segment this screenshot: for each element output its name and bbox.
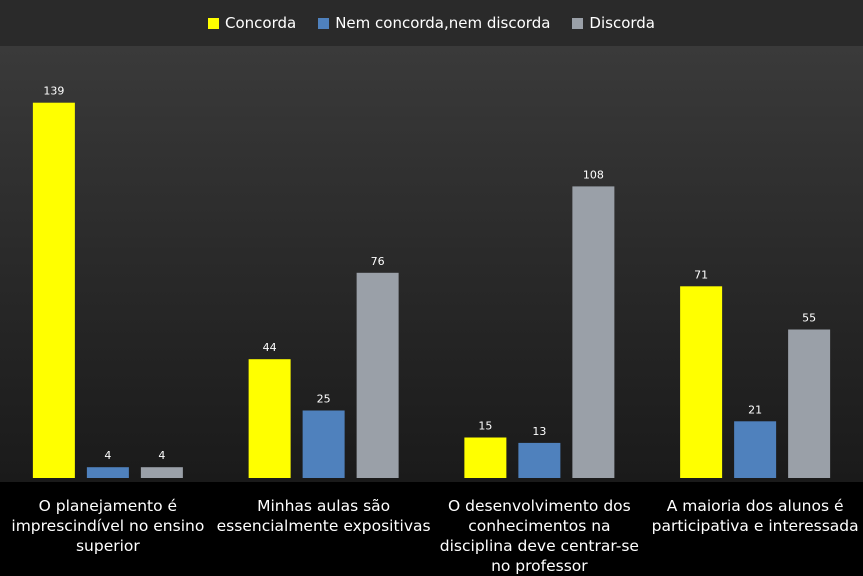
value-label-1-series-1: 139 xyxy=(43,85,64,98)
value-label-4-series-2: 21 xyxy=(748,403,762,416)
bar-1-series-2 xyxy=(86,467,129,478)
value-label-3-series-2: 13 xyxy=(532,425,546,438)
category-axis: O planejamento é imprescindível no ensin… xyxy=(0,482,863,575)
bar-4-series-3 xyxy=(788,329,831,478)
bar-1-series-1 xyxy=(32,102,75,478)
legend-item-concorda: Concorda xyxy=(207,14,297,32)
value-label-2-series-2: 25 xyxy=(317,393,331,406)
bar-2-series-2 xyxy=(302,410,345,478)
legend-item-discorda: Discorda xyxy=(572,14,655,32)
value-label-2-series-3: 76 xyxy=(371,255,385,268)
legend-swatch-discorda xyxy=(572,17,584,29)
value-label-4-series-1: 71 xyxy=(694,268,708,281)
value-label-1-series-2: 4 xyxy=(104,449,111,462)
value-label-1-series-3: 4 xyxy=(158,449,165,462)
category-label-2: Minhas aulas são essencialmente expositi… xyxy=(216,497,431,535)
bar-1-series-3 xyxy=(140,467,183,478)
category-label-1: O planejamento é imprescindível no ensin… xyxy=(11,497,205,555)
bar-3-series-1 xyxy=(464,437,507,478)
bar-2-series-3 xyxy=(356,272,399,478)
legend-label-concorda: Concorda xyxy=(224,14,297,32)
legend-swatch-concorda xyxy=(207,17,219,29)
legend-label-nem-concorda: Nem concorda,nem discorda xyxy=(335,14,551,32)
legend-item-nem-concorda: Nem concorda,nem discorda xyxy=(318,14,550,32)
plot-area: 139 4 4 44 25 76 15 13 108 71 21 55 xyxy=(0,46,863,482)
value-label-3-series-3: 108 xyxy=(583,168,604,181)
legend-swatch-nem-concorda xyxy=(318,17,330,29)
category-label-4: A maioria dos alunos é participativa e i… xyxy=(651,497,859,535)
value-label-2-series-1: 44 xyxy=(263,341,277,354)
legend-label-discorda: Discorda xyxy=(589,14,655,32)
value-label-3-series-1: 15 xyxy=(478,420,492,433)
bar-3-series-2 xyxy=(518,442,561,478)
value-label-4-series-3: 55 xyxy=(802,312,816,325)
legend: Concorda Nem concorda,nem discorda Disco… xyxy=(0,0,863,46)
bar-2-series-1 xyxy=(248,359,291,478)
bar-4-series-2 xyxy=(734,421,777,478)
category-label-3: O desenvolvimento dos conhecimentos na d… xyxy=(439,497,639,575)
bar-3-series-3 xyxy=(572,186,615,478)
bar-4-series-1 xyxy=(680,286,723,478)
